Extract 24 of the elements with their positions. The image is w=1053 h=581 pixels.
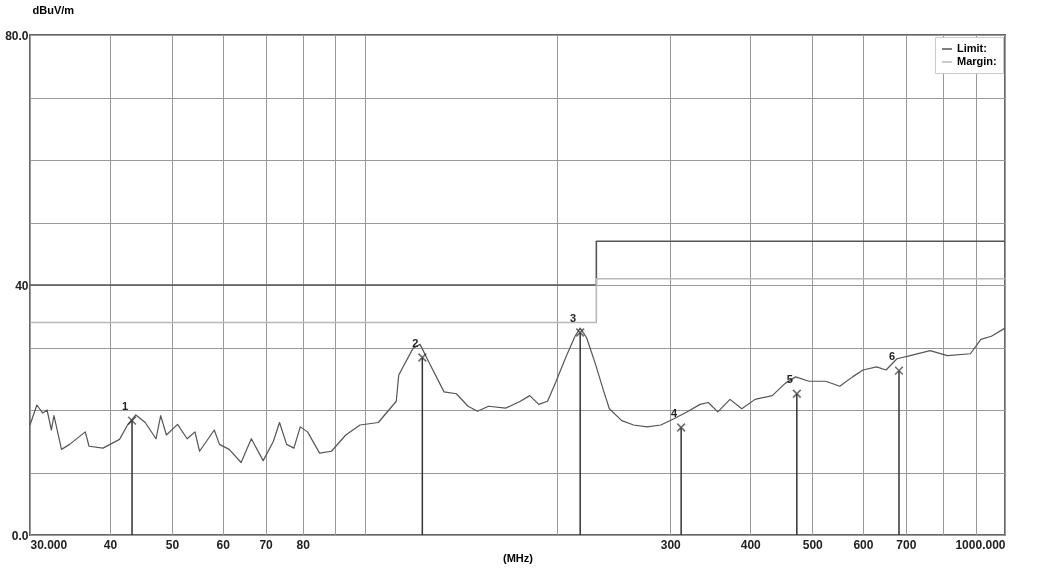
x-tick-label: 30.000: [30, 537, 68, 552]
x-tick-label: 50: [165, 537, 180, 552]
y-tick-label: 80.0: [5, 28, 29, 43]
x-axis-title: (MHz): [503, 551, 534, 564]
legend-label: Limit:: [957, 42, 987, 54]
annotation: 4: [671, 406, 679, 419]
annotation: 1: [121, 399, 129, 412]
y-tick-label: 40: [15, 278, 29, 293]
annotation: 6: [888, 349, 896, 362]
x-tick-label: 80: [296, 537, 311, 552]
legend-label: Margin:: [957, 55, 997, 67]
x-tick-label: 70: [259, 537, 274, 552]
x-tick-label: 300: [660, 537, 682, 552]
y-tick-label: 0.0: [11, 528, 29, 543]
x-tick-label: 60: [216, 537, 231, 552]
annotation: 3: [570, 311, 577, 324]
x-tick-label: 400: [740, 537, 762, 552]
x-tick-label: 1000.000: [955, 537, 1006, 552]
y-axis-title: dBuV/m: [32, 3, 75, 16]
x-tick-label: 40: [103, 537, 118, 552]
x-tick-label: 600: [853, 537, 874, 552]
x-tick-label: 500: [802, 537, 824, 552]
x-tick-label: 700: [896, 537, 917, 552]
annotation: 2: [412, 336, 419, 349]
